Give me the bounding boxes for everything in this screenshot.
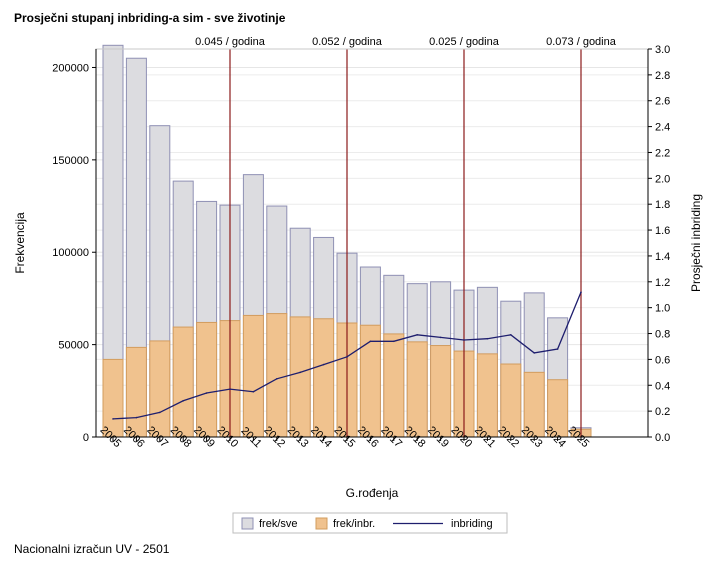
- reference-line-label: 0.073 / godina: [546, 36, 617, 48]
- inbriding-point: [299, 371, 302, 374]
- reference-line-label: 0.025 / godina: [429, 36, 500, 48]
- y-tick-label: 200000: [52, 62, 89, 74]
- legend-label-frek-sve: frek/sve: [259, 518, 298, 530]
- inbriding-point: [322, 363, 325, 366]
- footnote: Nacionalni izračun UV - 2501: [14, 542, 170, 556]
- y2-tick-label: 1.0: [655, 303, 670, 315]
- inbriding-point: [486, 337, 489, 340]
- inbriding-point: [369, 340, 372, 343]
- bar-frek-inbr: [313, 318, 335, 438]
- y2-tick-label: 3.0: [655, 44, 670, 56]
- y2-tick-label: 1.6: [655, 225, 670, 237]
- bar-frek-inbr: [242, 314, 264, 438]
- y-tick-label: 0: [83, 432, 89, 444]
- inbriding-point: [346, 356, 348, 358]
- inbriding-point: [135, 416, 138, 419]
- reference-lines: 0.045 / godina 0.052 / godina 0.025 / godi…: [195, 36, 617, 437]
- y2-tick-label: 2.6: [655, 96, 670, 108]
- legend-swatch-frek-inbr: [315, 517, 328, 530]
- y2-axis-label: Prosječni inbriding: [689, 194, 703, 292]
- bar-frek-inbr: [149, 340, 171, 438]
- inbriding-point: [533, 352, 535, 354]
- x-axis-label: G.rođenja: [346, 486, 399, 500]
- y-tick-label: 50000: [58, 340, 89, 352]
- inbriding-point: [276, 378, 278, 380]
- inbriding-point: [510, 334, 512, 336]
- inbriding-point: [205, 392, 208, 394]
- bar-frek-inbr: [196, 321, 218, 438]
- y2-tick-label: 0.8: [655, 329, 670, 341]
- y2-tick-label: 2.0: [655, 173, 670, 185]
- inbriding-point: [556, 348, 559, 350]
- reference-line-label: 0.045 / godina: [195, 36, 266, 48]
- y2-tick-label: 2.2: [655, 147, 670, 159]
- inbriding-point: [112, 418, 114, 420]
- legend: frek/sve frek/inbr. inbriding: [232, 512, 508, 534]
- inbriding-point: [182, 399, 184, 402]
- legend-label-frek-inbr: frek/inbr.: [333, 518, 375, 530]
- series-frek-inbr: [102, 313, 592, 438]
- reference-line-label: 0.052 / godina: [312, 36, 383, 48]
- bar-frek-inbr: [172, 326, 194, 438]
- inbriding-point: [393, 340, 395, 343]
- series-inbriding: [112, 291, 582, 420]
- legend-box: [232, 512, 508, 534]
- bar-frek-inbr: [266, 313, 288, 438]
- inbriding-point: [252, 390, 255, 393]
- legend-label-inbriding: inbriding: [451, 518, 493, 530]
- inbriding-point: [416, 334, 419, 336]
- inbriding-point: [439, 336, 442, 339]
- y2-tick-label: 1.4: [655, 251, 670, 263]
- bar-frek-inbr: [289, 316, 311, 438]
- chart-title: Prosječni stupanj inbriding-a sim - sve …: [14, 11, 286, 25]
- y2-tick-label: 0.4: [655, 380, 670, 392]
- legend-swatch-frek-sve: [241, 517, 254, 530]
- y-tick-label: 100000: [52, 247, 89, 259]
- y2-tick-label: 2.4: [655, 122, 670, 134]
- bar-frek-inbr: [383, 333, 405, 438]
- inbriding-point: [463, 339, 465, 341]
- y-axis-label: Frekvencija: [13, 212, 27, 274]
- inbriding-point: [229, 388, 231, 390]
- bar-frek-inbr: [406, 341, 428, 438]
- y-tick-label: 150000: [52, 155, 89, 167]
- y2-tick-label: 2.8: [655, 70, 670, 82]
- y2-tick-label: 1.2: [655, 277, 670, 289]
- y2-tick-label: 0.2: [655, 406, 670, 418]
- y2-tick-label: 0.6: [655, 354, 670, 366]
- inbriding-point: [159, 411, 161, 414]
- y2-tick-label: 1.8: [655, 199, 670, 211]
- inbriding-point: [580, 291, 582, 293]
- y2-tick-label: 0.0: [655, 432, 670, 444]
